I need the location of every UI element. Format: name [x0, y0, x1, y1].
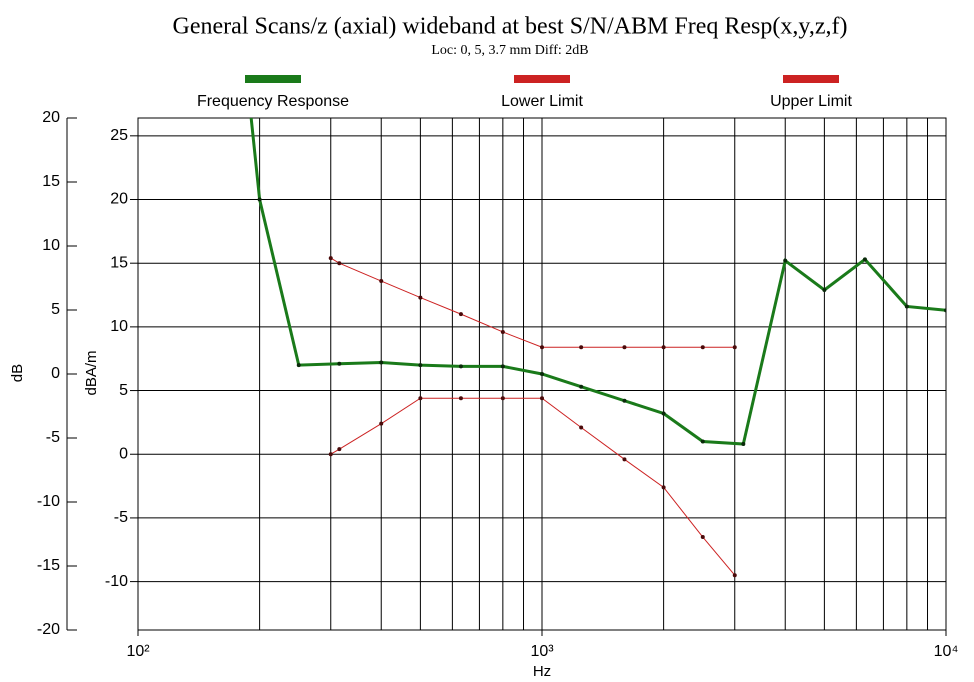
data-point — [500, 364, 505, 369]
data-point — [337, 447, 342, 452]
series-line — [330, 397, 736, 576]
data-point — [579, 384, 584, 389]
series — [328, 256, 737, 350]
legend-swatch — [245, 75, 301, 83]
data-point — [418, 396, 423, 401]
legend-swatch — [783, 75, 839, 83]
legend-swatch — [514, 75, 570, 83]
data-point — [458, 396, 463, 401]
data-point — [540, 396, 544, 401]
data-point — [379, 360, 384, 365]
data-point — [783, 258, 788, 263]
series — [328, 396, 737, 578]
data-point — [500, 396, 505, 401]
data-point — [257, 197, 262, 202]
y2-tick-label: -5 — [114, 509, 128, 526]
y-tick-label: 15 — [42, 173, 60, 190]
data-point — [458, 312, 463, 317]
y-tick-label: -5 — [46, 429, 60, 446]
chart-title: General Scans/z (axial) wideband at best… — [173, 14, 848, 40]
x-tick-label: 10⁴ — [934, 643, 959, 660]
data-point — [622, 398, 627, 403]
x-tick-label: 10² — [126, 643, 150, 660]
data-point — [418, 363, 423, 368]
data-point — [862, 257, 867, 262]
y-tick-label: 10 — [42, 237, 60, 254]
data-point — [732, 573, 737, 578]
x-axis-label: Hz — [533, 663, 551, 680]
legend-label: Frequency Response — [197, 93, 349, 110]
data-point — [337, 361, 342, 366]
y-tick-label: -10 — [37, 493, 60, 510]
data-point — [622, 345, 627, 350]
y2-tick-label: 25 — [110, 127, 128, 144]
data-point — [700, 535, 705, 540]
y2-tick-label: 0 — [119, 445, 128, 462]
y2-tick-label: 20 — [110, 191, 128, 208]
y2-tick-label: -10 — [105, 573, 128, 590]
data-point — [741, 442, 746, 447]
data-point — [700, 345, 705, 350]
y2-tick-label: 5 — [119, 382, 128, 399]
data-point — [337, 261, 342, 266]
data-point — [328, 256, 333, 261]
data-point — [661, 345, 666, 350]
data-point — [379, 279, 384, 284]
data-point — [822, 287, 827, 292]
data-point — [661, 485, 666, 490]
data-point — [622, 457, 627, 462]
data-point — [579, 425, 584, 430]
data-point — [579, 345, 584, 350]
legend-label: Lower Limit — [501, 93, 583, 110]
y-tick-label: -15 — [37, 557, 60, 574]
data-point — [904, 304, 909, 309]
y-tick-label: 0 — [51, 365, 60, 382]
data-point — [328, 452, 333, 457]
data-point — [379, 421, 384, 426]
data-point — [296, 363, 301, 368]
chart-subtitle: Loc: 0, 5, 3.7 mm Diff: 2dB — [431, 43, 588, 58]
data-point — [700, 439, 705, 444]
series — [249, 118, 946, 447]
data-point — [540, 345, 544, 350]
data-point — [944, 308, 946, 313]
y2-tick-label: 15 — [110, 254, 128, 271]
y-tick-label: 5 — [51, 301, 60, 318]
data-point — [661, 411, 666, 416]
data-point — [458, 364, 463, 369]
data-point — [418, 295, 423, 300]
y-axis-label: dB — [9, 364, 26, 382]
data-point — [500, 329, 505, 334]
y-tick-label: -20 — [37, 621, 60, 638]
data-point — [732, 345, 737, 350]
series-line — [330, 257, 735, 348]
y-tick-label: 20 — [42, 109, 60, 126]
legend-label: Upper Limit — [770, 93, 852, 110]
y2-axis-label: dBA/m — [83, 350, 100, 395]
data-point — [540, 372, 544, 376]
y2-tick-label: 10 — [110, 318, 128, 335]
x-tick-label: 10³ — [530, 643, 554, 660]
